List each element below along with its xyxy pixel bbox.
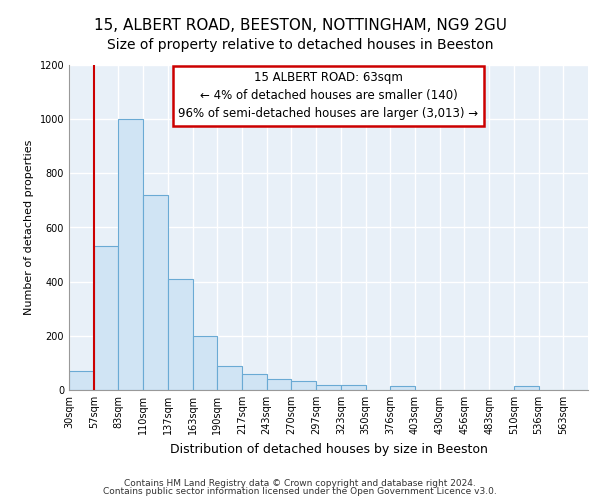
Bar [514,386,539,390]
Text: Contains HM Land Registry data © Crown copyright and database right 2024.: Contains HM Land Registry data © Crown c… [124,478,476,488]
Text: Contains public sector information licensed under the Open Government Licence v3: Contains public sector information licen… [103,487,497,496]
Bar [292,380,316,390]
Bar [390,386,415,390]
Bar [242,374,267,390]
Text: 15 ALBERT ROAD: 63sqm
← 4% of detached houses are smaller (140)
96% of semi-deta: 15 ALBERT ROAD: 63sqm ← 4% of detached h… [178,72,479,120]
Text: Size of property relative to detached houses in Beeston: Size of property relative to detached ho… [107,38,493,52]
Bar [168,279,193,390]
Bar [118,119,143,390]
Text: 15, ALBERT ROAD, BEESTON, NOTTINGHAM, NG9 2GU: 15, ALBERT ROAD, BEESTON, NOTTINGHAM, NG… [94,18,506,32]
Bar [341,384,365,390]
Bar [143,195,168,390]
Bar [267,379,292,390]
Y-axis label: Number of detached properties: Number of detached properties [24,140,34,315]
Bar [193,336,217,390]
Bar [217,366,242,390]
Bar [94,246,118,390]
Bar [316,384,341,390]
Bar [69,371,94,390]
X-axis label: Distribution of detached houses by size in Beeston: Distribution of detached houses by size … [170,442,487,456]
